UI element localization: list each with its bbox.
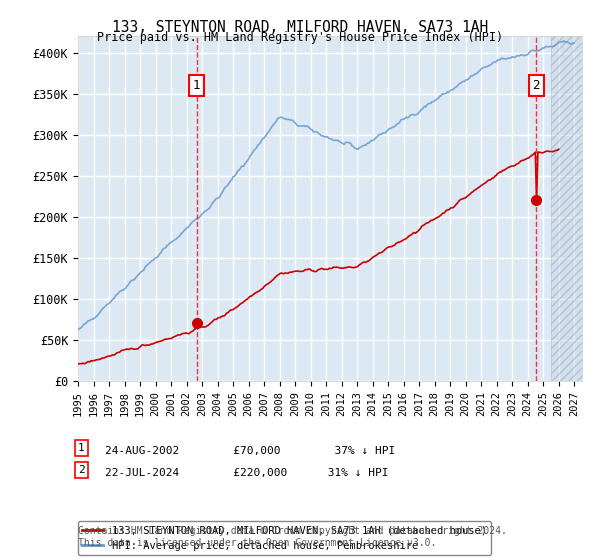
Text: 2: 2 <box>78 465 85 475</box>
Bar <box>551 36 582 381</box>
Text: 2: 2 <box>533 79 540 92</box>
Text: 133, STEYNTON ROAD, MILFORD HAVEN, SA73 1AH: 133, STEYNTON ROAD, MILFORD HAVEN, SA73 … <box>112 20 488 35</box>
Text: Contains HM Land Registry data © Crown copyright and database right 2024.
This d: Contains HM Land Registry data © Crown c… <box>78 526 507 548</box>
Text: Price paid vs. HM Land Registry's House Price Index (HPI): Price paid vs. HM Land Registry's House … <box>97 31 503 44</box>
Text: 1: 1 <box>78 443 85 453</box>
Legend: 133, STEYNTON ROAD, MILFORD HAVEN, SA73 1AH (detached house), HPI: Average price: 133, STEYNTON ROAD, MILFORD HAVEN, SA73 … <box>78 521 491 554</box>
Text: 24-AUG-2002        £70,000        37% ↓ HPI: 24-AUG-2002 £70,000 37% ↓ HPI <box>105 446 395 456</box>
Text: 22-JUL-2024        £220,000      31% ↓ HPI: 22-JUL-2024 £220,000 31% ↓ HPI <box>105 468 389 478</box>
Text: 1: 1 <box>193 79 200 92</box>
